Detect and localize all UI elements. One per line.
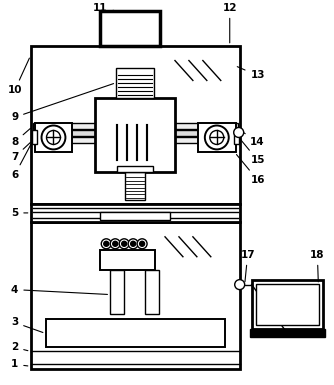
Circle shape	[140, 241, 145, 246]
Bar	[45, 320, 225, 347]
Text: 11: 11	[93, 3, 115, 13]
Bar	[110, 270, 124, 315]
Bar	[117, 166, 153, 172]
Bar	[252, 280, 323, 330]
Circle shape	[205, 126, 229, 149]
Text: 8: 8	[11, 128, 30, 147]
Bar	[249, 330, 325, 337]
Bar	[100, 250, 155, 270]
Bar	[125, 172, 145, 200]
Circle shape	[41, 126, 65, 149]
Bar	[32, 131, 238, 136]
Text: 7: 7	[11, 142, 30, 162]
Text: 18: 18	[310, 250, 325, 282]
Bar	[32, 131, 36, 144]
Circle shape	[131, 241, 136, 246]
Circle shape	[119, 239, 129, 249]
Text: 2: 2	[11, 342, 28, 352]
Text: 13: 13	[237, 67, 265, 80]
Circle shape	[210, 131, 224, 144]
Text: 9: 9	[11, 84, 114, 122]
Bar	[234, 131, 239, 144]
Text: 12: 12	[222, 3, 237, 43]
Bar	[34, 122, 72, 152]
Text: 3: 3	[11, 318, 43, 333]
Circle shape	[110, 239, 120, 249]
Bar	[95, 98, 175, 172]
Text: 1: 1	[11, 359, 28, 369]
Circle shape	[104, 241, 109, 246]
Bar	[31, 45, 240, 204]
Bar	[256, 284, 319, 325]
Circle shape	[46, 131, 60, 144]
Bar	[100, 11, 160, 45]
Bar	[100, 212, 170, 220]
Circle shape	[128, 239, 138, 249]
Bar	[31, 204, 240, 222]
Text: 15: 15	[236, 135, 265, 165]
Text: 17: 17	[240, 250, 255, 282]
Bar	[32, 122, 238, 129]
Circle shape	[101, 239, 111, 249]
Text: 16: 16	[236, 154, 265, 185]
Circle shape	[235, 280, 245, 290]
Circle shape	[137, 239, 147, 249]
Bar	[32, 137, 238, 144]
Circle shape	[234, 127, 244, 137]
Text: 4: 4	[11, 285, 108, 295]
Bar	[31, 222, 240, 369]
Text: 14: 14	[237, 128, 265, 147]
Text: 5: 5	[11, 208, 28, 218]
Bar	[198, 122, 236, 152]
Bar	[116, 68, 154, 98]
Circle shape	[122, 241, 127, 246]
Bar	[145, 270, 159, 315]
Text: 6: 6	[11, 140, 33, 180]
Text: 10: 10	[7, 58, 29, 95]
Circle shape	[113, 241, 118, 246]
